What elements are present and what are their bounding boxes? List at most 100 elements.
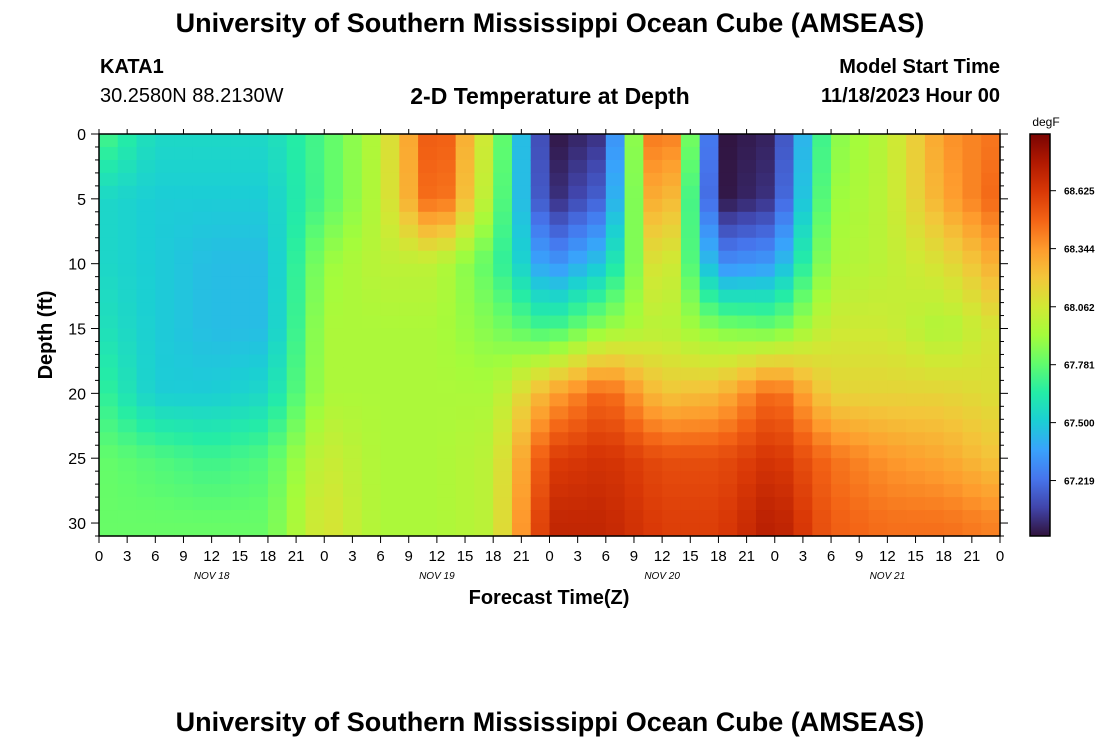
- heatmap-cell: [399, 341, 419, 356]
- heatmap-cell: [831, 211, 851, 226]
- heatmap-cell: [530, 510, 551, 524]
- heatmap-cell: [662, 406, 682, 420]
- heatmap-cell: [174, 380, 194, 394]
- heatmap-cell: [887, 263, 907, 278]
- heatmap-cell: [117, 471, 138, 485]
- heatmap-cell: [361, 185, 382, 200]
- heatmap-cell: [981, 367, 1001, 381]
- heatmap-cell: [136, 250, 156, 265]
- heatmap-cell: [549, 263, 569, 278]
- heatmap-cell: [755, 289, 776, 304]
- x-tick-label: 15: [231, 548, 248, 565]
- heatmap-cell: [887, 393, 907, 407]
- heatmap-cell: [662, 289, 682, 304]
- heatmap-cell: [699, 289, 720, 304]
- heatmap-cell: [887, 523, 907, 537]
- heatmap-cell: [249, 198, 269, 213]
- heatmap-cell: [99, 328, 119, 343]
- heatmap-cell: [136, 146, 156, 161]
- heatmap-cell: [117, 146, 138, 161]
- heatmap-cell: [793, 146, 813, 161]
- heatmap-cell: [305, 367, 325, 381]
- heatmap-cell: [849, 341, 870, 356]
- heatmap-cell: [174, 224, 194, 239]
- heatmap-cell: [455, 445, 476, 459]
- heatmap-cell: [924, 263, 945, 278]
- heatmap-cell: [605, 302, 626, 317]
- heatmap-cell: [211, 458, 231, 472]
- heatmap-cell: [643, 302, 663, 317]
- heatmap-cell: [436, 471, 457, 485]
- heatmap-cell: [117, 367, 138, 381]
- heatmap-cell: [568, 276, 588, 291]
- heatmap-cell: [230, 471, 250, 485]
- x-tick-label: 18: [485, 548, 502, 565]
- heatmap-cell: [455, 328, 476, 343]
- heatmap-cell: [399, 146, 419, 161]
- heatmap-cell: [849, 211, 870, 226]
- heatmap-cell: [211, 159, 231, 174]
- heatmap-cell: [643, 263, 663, 278]
- heatmap-cell: [493, 159, 513, 174]
- heatmap-cell: [436, 432, 457, 446]
- heatmap-cell: [981, 315, 1001, 330]
- heatmap-cell: [192, 419, 213, 433]
- heatmap-cell: [380, 484, 400, 498]
- heatmap-cell: [136, 406, 156, 420]
- heatmap-cell: [699, 328, 720, 343]
- heatmap-cell: [605, 497, 626, 511]
- heatmap-cell: [943, 497, 964, 511]
- heatmap-cell: [605, 354, 626, 369]
- heatmap-cell: [906, 276, 926, 291]
- heatmap-cell: [286, 276, 307, 291]
- heatmap-cell: [530, 276, 551, 291]
- x-day-label: NOV 18: [194, 571, 230, 582]
- heatmap-cell: [718, 237, 738, 252]
- heatmap-cell: [343, 380, 363, 394]
- heatmap-cell: [662, 250, 682, 265]
- heatmap-cell: [831, 393, 851, 407]
- heatmap-cell: [324, 224, 344, 239]
- heatmap-cell: [680, 328, 701, 343]
- heatmap-cell: [455, 471, 476, 485]
- heatmap-cell: [418, 315, 438, 330]
- heatmap-cell: [887, 185, 907, 200]
- heatmap-cell: [868, 380, 888, 394]
- heatmap-cell: [230, 250, 250, 265]
- heatmap-cell: [605, 159, 626, 174]
- heatmap-cell: [718, 185, 738, 200]
- heatmap-cell: [699, 146, 720, 161]
- heatmap-cell: [924, 134, 945, 148]
- heatmap-cell: [924, 484, 945, 498]
- heatmap-cell: [831, 419, 851, 433]
- heatmap-cell: [662, 510, 682, 524]
- heatmap-cell: [455, 134, 476, 148]
- heatmap-cell: [755, 185, 776, 200]
- heatmap-cell: [849, 471, 870, 485]
- heatmap-cell: [399, 445, 419, 459]
- heatmap-cell: [718, 224, 738, 239]
- heatmap-cell: [249, 134, 269, 148]
- heatmap-cell: [793, 341, 813, 356]
- heatmap-cell: [943, 380, 964, 394]
- heatmap-cell: [455, 276, 476, 291]
- heatmap-cell: [981, 471, 1001, 485]
- heatmap-cell: [906, 432, 926, 446]
- heatmap-cell: [774, 146, 795, 161]
- heatmap-cell: [662, 458, 682, 472]
- heatmap-cell: [399, 237, 419, 252]
- heatmap-cell: [192, 224, 213, 239]
- heatmap-cell: [474, 354, 494, 369]
- heatmap-cell: [286, 146, 307, 161]
- heatmap-cell: [906, 185, 926, 200]
- heatmap-cell: [981, 432, 1001, 446]
- heatmap-cell: [230, 380, 250, 394]
- heatmap-cell: [549, 484, 569, 498]
- heatmap-cell: [793, 380, 813, 394]
- heatmap-cell: [155, 367, 175, 381]
- heatmap-cell: [699, 367, 720, 381]
- heatmap-cell: [99, 250, 119, 265]
- heatmap-cell: [906, 484, 926, 498]
- heatmap-cell: [361, 406, 382, 420]
- heatmap-cell: [755, 354, 776, 369]
